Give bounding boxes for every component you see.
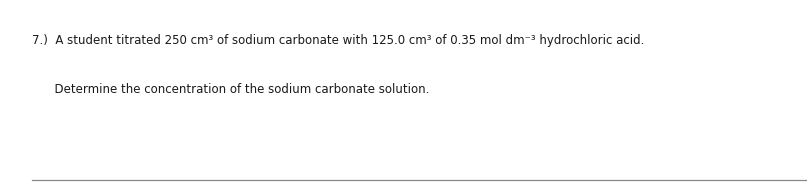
Text: 7.)  A student titrated 250 cm³ of sodium carbonate with 125.0 cm³ of 0.35 mol d: 7.) A student titrated 250 cm³ of sodium… — [32, 34, 645, 47]
Text: Determine the concentration of the sodium carbonate solution.: Determine the concentration of the sodiu… — [32, 83, 429, 96]
